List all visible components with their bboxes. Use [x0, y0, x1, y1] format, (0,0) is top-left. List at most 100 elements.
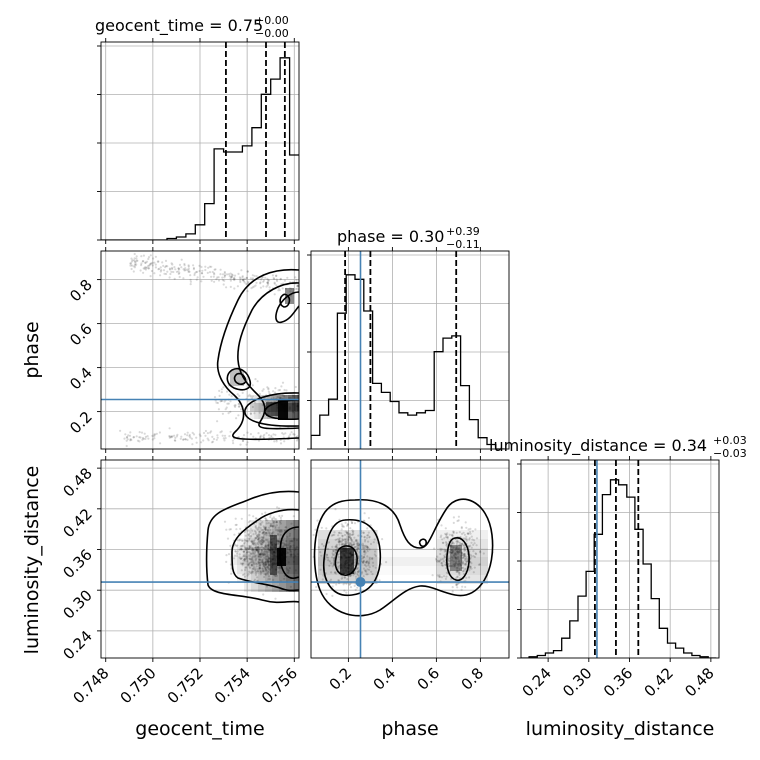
title-main: luminosity_distance = 0.34	[489, 436, 707, 456]
sample-point	[279, 278, 282, 281]
sample-point	[266, 565, 269, 569]
density-cell	[395, 539, 404, 548]
sample-point	[258, 411, 261, 414]
sample-point	[173, 439, 176, 442]
sample-point	[257, 547, 260, 551]
sample-point	[319, 568, 322, 571]
sample-point	[200, 280, 203, 283]
sample-point	[186, 431, 189, 434]
sample-point	[279, 277, 282, 280]
sample-point	[470, 555, 473, 558]
sample-point	[262, 547, 266, 550]
sample-point	[247, 533, 250, 536]
density-cell	[403, 566, 412, 575]
density-cell	[403, 557, 412, 566]
sample-point	[334, 548, 337, 552]
sample-point	[284, 287, 288, 290]
density-cell	[258, 520, 265, 529]
sample-point	[455, 540, 458, 543]
sample-point	[468, 530, 472, 534]
sample-point	[356, 572, 359, 575]
sample-point	[343, 563, 346, 566]
sample-point	[367, 562, 370, 565]
sample-point	[261, 550, 264, 553]
sample-point	[256, 380, 259, 383]
sample-point	[292, 433, 295, 436]
density-cell	[265, 538, 272, 547]
sample-point	[451, 534, 454, 537]
sample-point	[210, 265, 213, 268]
sample-point	[291, 540, 294, 543]
sample-point	[332, 557, 336, 560]
sample-point	[460, 560, 463, 564]
sample-point	[332, 563, 335, 566]
sample-point	[305, 552, 307, 554]
sample-point	[442, 560, 445, 563]
sample-point	[239, 527, 242, 531]
histogram-phase	[311, 274, 505, 449]
sample-point	[455, 560, 458, 563]
sample-point	[342, 548, 345, 551]
sample-point	[260, 541, 263, 544]
sample-point	[366, 568, 369, 571]
sample-point	[342, 547, 345, 550]
sample-point	[457, 547, 460, 550]
sample-point	[138, 436, 141, 439]
sample-point	[448, 533, 451, 536]
sample-point	[228, 393, 231, 396]
sample-point	[285, 567, 288, 570]
sample-point	[267, 578, 270, 581]
density-cell	[262, 411, 267, 419]
sample-point	[170, 266, 174, 269]
density-cell	[479, 548, 488, 557]
sample-point	[455, 569, 459, 572]
sample-point	[245, 547, 248, 550]
sample-point	[184, 438, 187, 441]
sample-point	[278, 540, 281, 543]
sample-point	[334, 508, 337, 511]
sample-point	[254, 378, 257, 381]
sample-point	[342, 550, 345, 553]
sample-point	[231, 439, 234, 442]
density-cell	[343, 530, 352, 539]
sample-point	[243, 555, 246, 558]
density-cell	[420, 566, 429, 575]
sample-point	[262, 531, 266, 534]
sample-point	[345, 539, 348, 542]
sample-point	[258, 540, 261, 543]
sample-point	[348, 542, 351, 545]
sample-point	[282, 551, 285, 554]
density-cell	[272, 574, 279, 583]
sample-point	[269, 516, 272, 519]
density-cell	[335, 548, 344, 557]
sample-point	[452, 542, 455, 545]
sample-point	[189, 274, 192, 277]
sample-point	[452, 516, 455, 519]
sample-point	[259, 553, 262, 556]
sample-point	[353, 543, 356, 546]
sample-point	[467, 532, 470, 535]
sample-point	[282, 556, 285, 559]
sample-point	[271, 532, 274, 535]
sample-point	[345, 556, 349, 559]
sample-point	[341, 550, 344, 553]
sample-point	[264, 531, 268, 535]
density-cell	[386, 539, 395, 548]
sample-point	[210, 441, 214, 444]
sample-point	[261, 389, 264, 392]
sample-point	[336, 566, 339, 569]
sample-point	[263, 575, 266, 579]
sample-point	[455, 547, 458, 550]
gridlines	[311, 251, 509, 449]
sample-point	[273, 517, 276, 521]
density-cell	[429, 566, 438, 575]
sample-point	[341, 542, 344, 545]
sample-point	[281, 559, 284, 563]
sample-point	[263, 551, 266, 554]
sample-point	[261, 559, 264, 562]
sample-point	[460, 552, 463, 555]
sample-point	[452, 546, 455, 550]
density-cell	[454, 539, 463, 548]
density-cell	[237, 547, 244, 556]
sample-point	[242, 550, 246, 553]
